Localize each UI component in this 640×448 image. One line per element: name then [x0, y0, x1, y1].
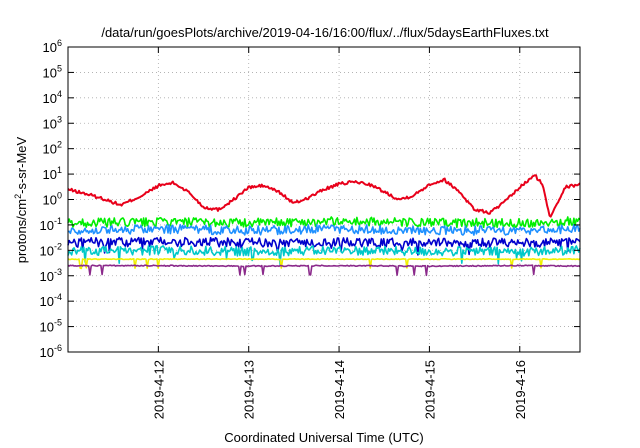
- y-tick-label: 10-1: [40, 216, 62, 233]
- series-line-7: [67, 264, 581, 277]
- series-line-1: [67, 174, 581, 218]
- y-axis: 10-6 10-5 10-4 10-3 10-2 10-1 100 101 102 103 104 1…: [40, 38, 580, 360]
- series-line-6: [67, 257, 581, 270]
- y-tick-label: 103: [43, 114, 62, 131]
- x-tick-label: 2019-4-16: [513, 360, 528, 419]
- y-tick-label: 10-6: [40, 343, 62, 360]
- chart-title: /data/run/goesPlots/archive/2019-04-16/1…: [101, 25, 549, 40]
- series-line-3: [67, 223, 581, 236]
- y-tick-label: 106: [43, 38, 62, 55]
- y-tick-label: 10-2: [40, 241, 62, 258]
- x-tick-label: 2019-4-13: [242, 360, 257, 419]
- y-tick-label: 102: [43, 140, 62, 157]
- series-line-4: [67, 236, 581, 256]
- x-axis-label: Coordinated Universal Time (UTC): [224, 430, 423, 445]
- y-tick-label: 100: [43, 191, 62, 208]
- y-tick-label: 104: [43, 89, 62, 106]
- x-tick-label: 2019-4-14: [332, 360, 347, 419]
- series-line-5: [67, 245, 581, 266]
- series-group: [67, 174, 581, 277]
- y-tick-label: 105: [43, 63, 62, 80]
- x-axis: 2019-4-12 2019-4-13 2019-4-14 2019-4-15 2019…: [151, 47, 528, 419]
- x-tick-label: 2019-4-15: [422, 360, 437, 419]
- y-tick-label: 101: [43, 165, 62, 182]
- series-line-2: [67, 216, 581, 229]
- x-tick-label: 2019-4-12: [151, 360, 166, 419]
- y-axis-label: protons/cm2-s-sr-MeV: [13, 136, 29, 263]
- y-tick-label: 10-3: [40, 267, 62, 284]
- y-tick-label: 10-5: [40, 318, 62, 335]
- grid: [68, 47, 580, 352]
- y-tick-label: 10-4: [40, 292, 62, 309]
